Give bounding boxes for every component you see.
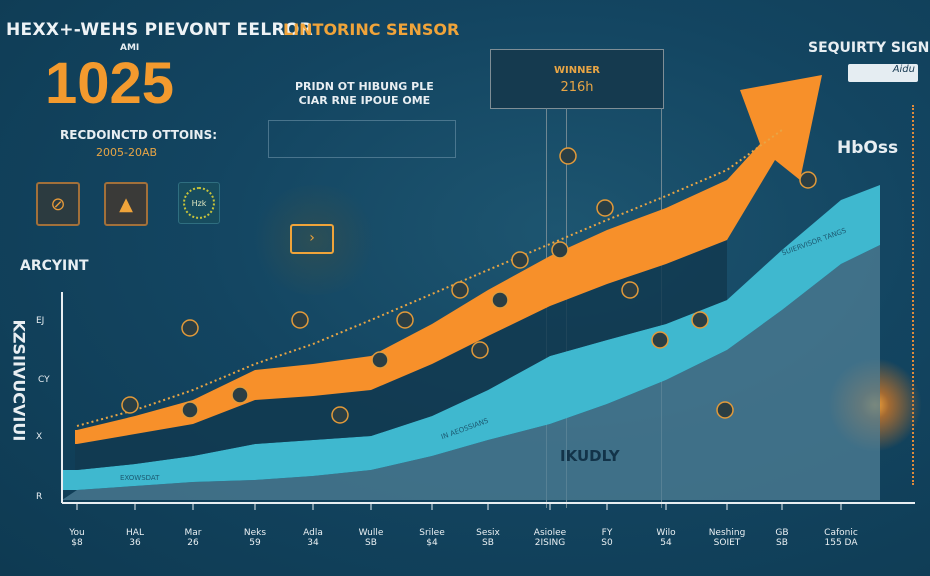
building-sketch	[268, 120, 456, 158]
coin-icon	[716, 401, 734, 419]
recommended-label: RECDOINCTD OTTOINS:	[60, 128, 218, 142]
x-tick-label: Cafonic 155 DA	[816, 528, 866, 548]
chart-title: ARCYINT	[20, 258, 89, 274]
coin-icon	[511, 251, 529, 269]
coin-icon	[331, 406, 349, 424]
coin-icon	[691, 311, 709, 329]
category-value: 34	[307, 538, 319, 548]
category-value: SB	[482, 538, 494, 548]
x-tick-label: Adla 34	[288, 528, 338, 548]
badge-icon: Hzk	[178, 182, 220, 224]
x-tick-label: Srilee $4	[407, 528, 457, 548]
category-label: Asiolee	[533, 528, 567, 538]
no-wrench-icon: ⊘	[36, 182, 80, 226]
category-value: 26	[187, 538, 199, 548]
category-value: SB	[365, 538, 377, 548]
y-tick: X	[36, 432, 43, 442]
x-tick-label: Wulle SB	[346, 528, 396, 548]
x-tick-label: FY S0	[582, 528, 632, 548]
monitor-desc: PRIDN OT HIBUNG PLE CIAR RNE IPOUE OME	[295, 80, 434, 108]
year-range: 2005-20AB	[96, 146, 158, 159]
category-value: $8	[71, 538, 83, 548]
category-label: Sesix	[476, 528, 500, 538]
trend-dotted-line	[76, 129, 783, 427]
security-logo: Aidu	[848, 64, 918, 82]
category-label: FY	[601, 528, 613, 538]
coin-icon	[181, 401, 199, 419]
winner-label: WINNER	[553, 65, 601, 76]
category-value: 155 DA	[824, 538, 858, 548]
category-label: Neshing	[708, 528, 746, 538]
annotation-ikudly: IKUDLY	[560, 447, 620, 465]
winner-box: WINNER 216h	[490, 49, 664, 109]
x-tick-label: Asiolee 2ISING	[525, 528, 575, 548]
coin-icon	[121, 396, 139, 414]
category-label: HAL	[126, 528, 144, 538]
gray-area	[62, 245, 880, 500]
category-label: GB	[775, 528, 789, 538]
category-label: Srilee	[419, 528, 445, 538]
helmet-icon: ▲	[104, 182, 148, 226]
desc-line-2: CIAR RNE IPOUE OME	[298, 94, 431, 107]
category-label: Cafonic	[824, 528, 858, 538]
category-value: $4	[426, 538, 438, 548]
x-tick-label: HAL 36	[110, 528, 160, 548]
category-label: Wulle	[358, 528, 384, 538]
page-title: HEXX+-WEHS PIEVONT EELROR	[6, 20, 313, 40]
x-tick-label: Mar 26	[168, 528, 218, 548]
coin-icon	[291, 311, 309, 329]
subtitle: AMI	[120, 43, 140, 53]
coin-icon	[551, 241, 569, 259]
monitor-icon: ›	[290, 224, 334, 254]
coin-icon	[621, 281, 639, 299]
monitor-title: LINTORINC SENSOR	[283, 20, 460, 39]
coin-icon	[651, 331, 669, 349]
glow	[250, 185, 380, 295]
category-value: 2ISING	[534, 538, 566, 548]
category-value: SB	[776, 538, 788, 548]
y-tick: EJ	[36, 316, 45, 326]
security-title: SEQUIRTY SIGN	[808, 40, 930, 56]
category-value: SOIET	[713, 538, 741, 548]
x-tick-label: Neks 59	[230, 528, 280, 548]
winner-value: 216h	[560, 80, 594, 95]
dark-band	[75, 240, 727, 470]
x-tick-label: Sesix SB	[463, 528, 513, 548]
coin-icon	[451, 281, 469, 299]
coin-icon	[371, 351, 389, 369]
coin-icon	[491, 291, 509, 309]
category-label: Mar	[184, 528, 202, 538]
badge-text: Hzk	[183, 187, 215, 219]
desc-line-1: PRIDN OT HIBUNG PLE	[295, 80, 434, 93]
category-label: Wilo	[656, 528, 676, 538]
side-label: HbOss	[837, 138, 899, 158]
x-tick-label: GB SB	[757, 528, 807, 548]
category-label: Neks	[243, 528, 267, 538]
x-tick-label: Neshing SOIET	[702, 528, 752, 548]
x-tick-label: Wilo 54	[641, 528, 691, 548]
headline-number: 1025	[45, 51, 175, 116]
category-label: You	[69, 528, 85, 538]
coin-icon	[181, 319, 199, 337]
teal-band	[62, 185, 880, 490]
coin-icon	[471, 341, 489, 359]
category-value: 59	[249, 538, 261, 548]
coin-icon	[596, 199, 614, 217]
dotted-divider	[912, 105, 914, 485]
coin-icon	[231, 386, 249, 404]
band-label: EXOWSDAT	[120, 474, 160, 482]
coin-icon	[396, 311, 414, 329]
category-value: S0	[601, 538, 613, 548]
x-tick-label: You $8	[52, 528, 102, 548]
coin-icon	[559, 147, 577, 165]
orange-trend-arrow	[75, 75, 822, 444]
category-value: 54	[660, 538, 672, 548]
category-value: 36	[129, 538, 141, 548]
category-label: Adla	[303, 528, 323, 538]
y-tick: R	[36, 492, 43, 502]
y-tick: CY	[38, 375, 50, 385]
coin-icon	[799, 171, 817, 189]
